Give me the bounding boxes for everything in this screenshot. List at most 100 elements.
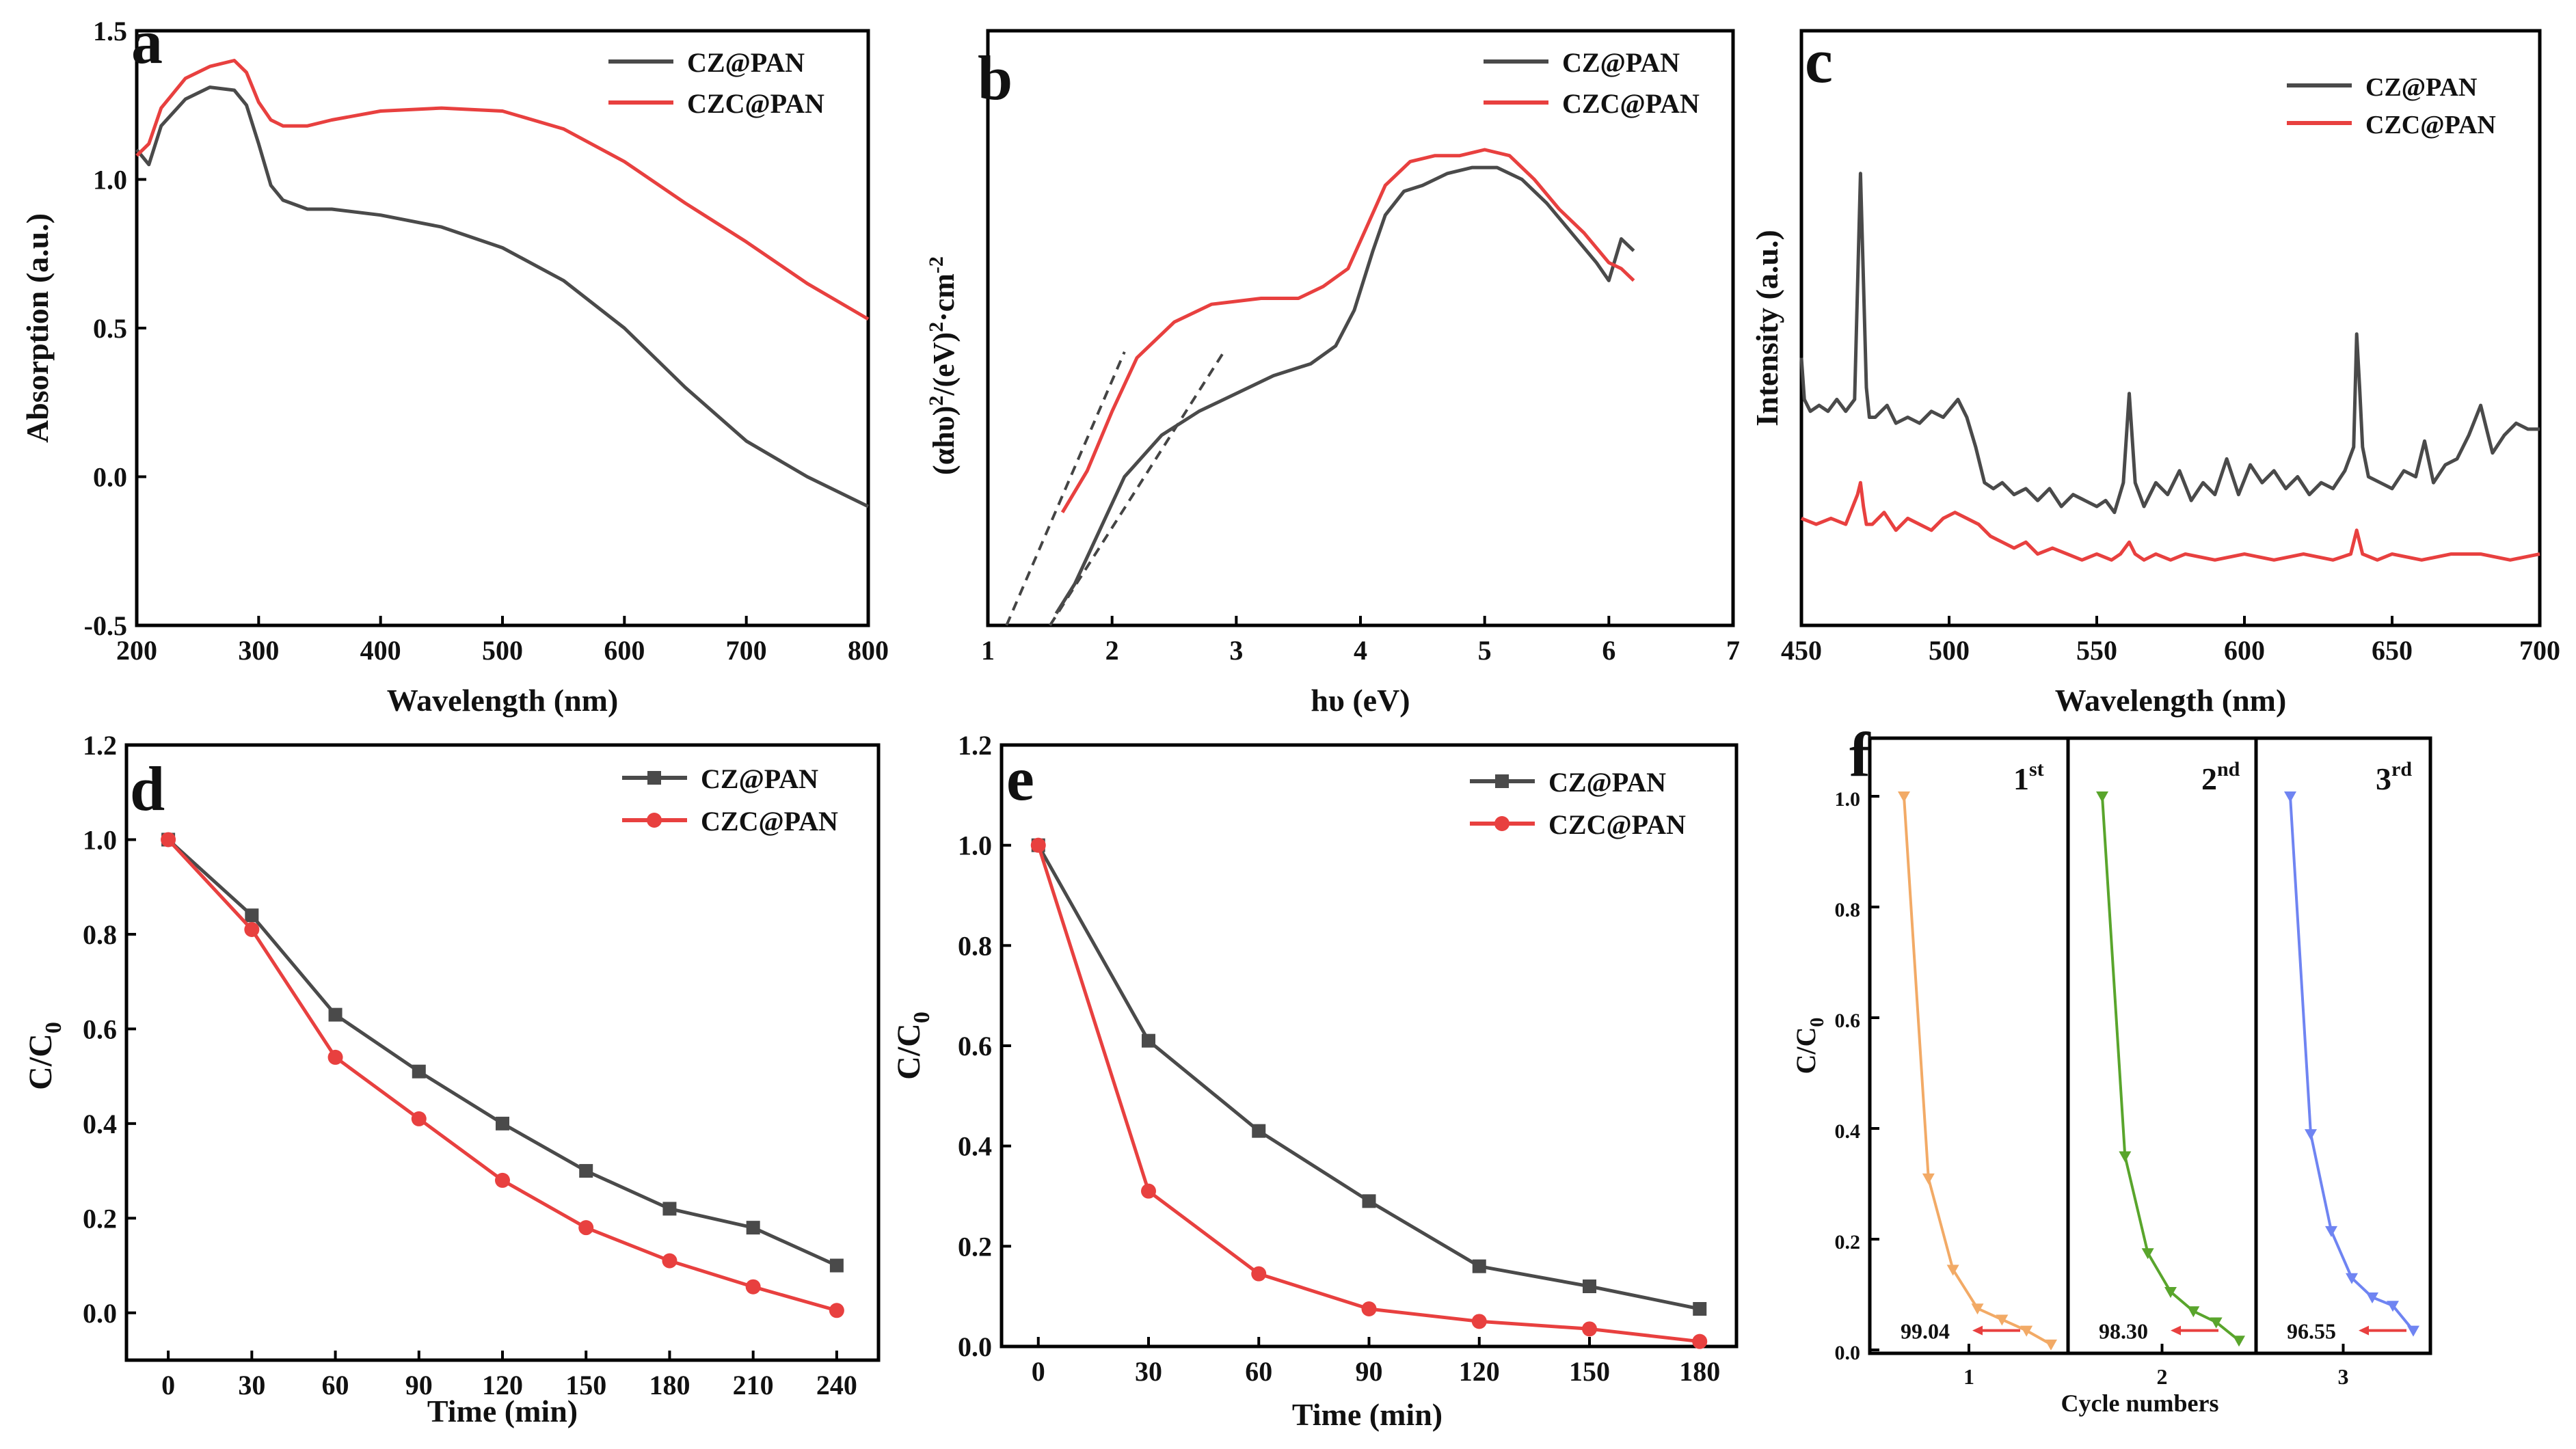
panel-b-legend-label: CZ@PAN — [1562, 47, 1680, 78]
panel-a-ylabel: Absorption (a.u.) — [20, 213, 55, 443]
panel-f-cycle-label-suffix: st — [2029, 758, 2044, 781]
panel-e-czc-point — [1030, 837, 1046, 853]
panel-f-cycle3-point — [2284, 791, 2296, 802]
panel-f-cycle1-point — [2045, 1339, 2057, 1351]
panel-f-cycle1-line — [1903, 796, 2052, 1346]
panel-f-arrow-head — [2359, 1325, 2369, 1336]
panel-f-cycle-label: 2nd — [2201, 758, 2240, 796]
panel-e-ytick-label: 0.6 — [958, 1031, 992, 1061]
panel-d-cz-point — [496, 1116, 509, 1130]
panel-e-ytick-label: 1.2 — [958, 730, 992, 761]
panel-b-xtick-label: 2 — [1105, 635, 1119, 666]
panel-b-xlabel: hυ (eV) — [1311, 683, 1410, 718]
panel-f-cycle3-point — [2325, 1225, 2337, 1237]
panel-f-cycle1-point — [1971, 1303, 1984, 1315]
panel-e-ytick-label: 0.4 — [958, 1131, 992, 1162]
panel-f-cycle3-point — [2366, 1292, 2378, 1304]
panel-e-cz-point — [1472, 1259, 1486, 1273]
panel-d-ytick-label: 0.6 — [83, 1014, 117, 1044]
panel-e-xtick-label: 90 — [1356, 1356, 1383, 1387]
panel-e-letter: e — [1006, 744, 1034, 813]
panel-d-czc-point — [327, 1049, 343, 1065]
panel-c-xlabel: Wavelength (nm) — [2055, 683, 2287, 718]
panel-e-ytick-label: 0.2 — [958, 1231, 992, 1262]
panel-e-czc-line — [1036, 844, 1700, 1344]
panel-d-czc-point — [244, 922, 260, 937]
panel-d-czc-point — [578, 1220, 594, 1236]
panel-f-ytick-label: 0.2 — [1835, 1231, 1861, 1254]
panel-c-xtick-label: 450 — [1781, 635, 1822, 666]
panel-f-ylabel: C/C0 — [1790, 1018, 1828, 1074]
panel-f-xlabel: Cycle numbers — [2061, 1390, 2219, 1417]
panel-f-arrow-head — [2171, 1325, 2181, 1336]
panel-d-ytick-label: 1.0 — [83, 824, 117, 855]
panel-d-xtick-label: 120 — [482, 1370, 523, 1400]
panel-f-cycle-label: 1st — [2013, 758, 2044, 796]
panel-e-xtick-label: 30 — [1135, 1356, 1162, 1387]
panel-b-xtick-label: 4 — [1354, 635, 1367, 666]
panel-f-cycle3-point — [2387, 1301, 2399, 1312]
panel-a-xtick-label: 500 — [482, 635, 523, 666]
panel-f-cycle1-point — [1898, 791, 1910, 802]
panel-e-czc-point — [1692, 1333, 1708, 1349]
panel-a-ytick-label: -0.5 — [84, 610, 127, 641]
panel-d-xtick-label: 240 — [816, 1370, 857, 1400]
panel-b-cz-line — [1054, 165, 1635, 614]
panel-f-frame — [1868, 736, 2432, 1355]
panel-f-cycle1-point — [2020, 1325, 2033, 1337]
panel-f-cycle2-point — [2119, 1151, 2132, 1163]
panel-f-ytick-label: 0.0 — [1835, 1342, 1861, 1364]
panel-d-cz-point — [829, 1258, 844, 1273]
panel-e-czc-point — [1251, 1266, 1267, 1282]
panel-f-ytick-label: 0.4 — [1835, 1120, 1861, 1143]
panel-f-cycle2-line — [2101, 796, 2240, 1342]
panel-a-ytick-label: 0.5 — [93, 313, 127, 344]
panel-e-xtick-label: 120 — [1459, 1356, 1500, 1387]
panel-d-cz-point — [662, 1202, 677, 1216]
panel-f-cycle1-point — [1922, 1173, 1935, 1184]
panel-d-legend-marker — [647, 771, 661, 785]
panel-a-ytick-label: 1.0 — [93, 165, 127, 195]
panel-c-letter: c — [1805, 26, 1833, 96]
panel-d-xtick-label: 30 — [238, 1370, 265, 1400]
panel-e-xtick-label: 0 — [1032, 1356, 1045, 1387]
panel-a-cz-line — [135, 85, 870, 509]
panel-e-czc-point — [1141, 1183, 1156, 1199]
panel-e-xtick-label: 60 — [1245, 1356, 1272, 1387]
panel-b-frame — [986, 29, 1735, 627]
panel-e-legend-marker — [1494, 816, 1510, 831]
panel-c-legend-label: CZC@PAN — [2365, 111, 2496, 139]
panel-a-xlabel: Wavelength (nm) — [387, 683, 619, 718]
panel-c-ylabel: Intensity (a.u.) — [1749, 230, 1784, 426]
panel-f-cycle2-point — [2210, 1317, 2223, 1329]
panel-f-cycle1-point — [1996, 1314, 2009, 1326]
panel-a-xtick-label: 700 — [726, 635, 767, 666]
panel-f-cycle-label: 3rd — [2376, 758, 2412, 796]
panel-f-cycle2-point — [2164, 1286, 2177, 1298]
panel-d-cz-point — [412, 1064, 426, 1079]
panel-c-xtick-label: 550 — [2076, 635, 2117, 666]
panel-f-efficiency-label: 99.04 — [1901, 1319, 1950, 1344]
panel-d-czc-point — [161, 832, 176, 848]
panel-f-arrow-head — [1972, 1325, 1983, 1336]
panel-b-ylabel: (αhυ)2/(eV)2·cm-2 — [925, 256, 961, 475]
panel-a-xtick-label: 200 — [116, 635, 157, 666]
panel-c-xtick-label: 600 — [2224, 635, 2265, 666]
panel-e-legend-marker — [1495, 774, 1509, 788]
panel-e-cz-point — [1142, 1033, 1155, 1048]
panel-d-cz-point — [245, 908, 259, 923]
panel-c-czc-line — [1801, 480, 2540, 562]
panel-b-letter: b — [978, 43, 1012, 113]
panel-b-xtick-label: 3 — [1229, 635, 1243, 666]
panel-f-cycle2-point — [2233, 1336, 2245, 1347]
panel-d-legend-marker — [647, 813, 662, 828]
panel-c-xtick-label: 700 — [2519, 635, 2560, 666]
panel-b-tangent-line — [1049, 351, 1225, 627]
panel-e-czc-point — [1471, 1314, 1487, 1329]
panel-d-xtick-label: 60 — [322, 1370, 349, 1400]
panel-d-czc-point — [495, 1172, 510, 1188]
panel-b-legend-label: CZC@PAN — [1562, 88, 1700, 119]
panel-f-xtick-label: 1 — [1963, 1364, 1974, 1389]
panel-d-czc-point — [662, 1253, 677, 1269]
panel-a-xtick-label: 800 — [848, 635, 889, 666]
